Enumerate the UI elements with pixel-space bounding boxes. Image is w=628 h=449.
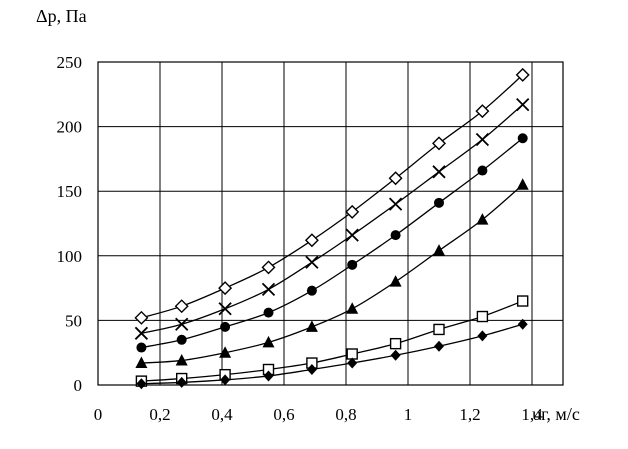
x-tick-label: 0 [94, 405, 103, 424]
data-point [390, 349, 401, 361]
data-point [477, 165, 488, 176]
data-point [516, 178, 529, 190]
data-point [305, 320, 318, 332]
x-tick-label: 0,2 [149, 405, 170, 424]
series-line [141, 74, 524, 319]
data-point [220, 321, 231, 332]
data-point [517, 295, 529, 307]
data-point [476, 213, 489, 225]
data-point [305, 255, 319, 269]
data-point [345, 228, 359, 242]
x-tick-label: 1 [404, 405, 413, 424]
y-tick-labels: 0 50 100 150 200 250 [57, 53, 83, 395]
series-open-square [135, 295, 529, 387]
data-point [220, 374, 231, 386]
x-tick-label: 0,4 [211, 405, 233, 424]
data-point [434, 340, 444, 352]
data-point [262, 335, 275, 348]
data-point [476, 310, 489, 323]
series-line [141, 184, 524, 364]
data-point [135, 356, 148, 369]
data-point [345, 204, 360, 219]
data-point [136, 378, 147, 390]
series-open-diamond [134, 67, 530, 325]
data-point [347, 357, 358, 369]
data-point [433, 244, 445, 256]
data-point [475, 104, 490, 119]
data-point [434, 197, 444, 208]
plot-frame [97, 61, 564, 386]
grid [97, 61, 564, 386]
data-point [346, 302, 359, 314]
data-point [306, 285, 317, 296]
data-point [517, 318, 528, 330]
data-point [261, 260, 276, 275]
x-tick-label: 0,8 [335, 405, 356, 424]
series-line [141, 323, 523, 385]
data-point [346, 348, 358, 360]
data-point [433, 323, 445, 336]
data-point [218, 281, 233, 296]
x-tick-labels: 0 0,2 0,4 0,6 0,8 1 1,2 1,4 [94, 405, 543, 424]
y-tick-label: 50 [65, 311, 82, 330]
data-point [218, 302, 232, 316]
data-point [263, 307, 274, 318]
data-point [134, 310, 149, 325]
data-point [388, 171, 403, 186]
data-point [175, 353, 188, 366]
series-layer [134, 67, 530, 390]
data-point [304, 233, 319, 248]
data-point [388, 197, 403, 211]
x-tick-label: 0,6 [273, 405, 294, 424]
data-point [517, 133, 528, 144]
data-point [219, 346, 232, 358]
data-point [306, 363, 317, 375]
series-line [141, 137, 524, 349]
series-cross [134, 97, 530, 340]
data-point [263, 370, 274, 382]
y-tick-label: 0 [74, 376, 83, 395]
series-filled-circle [136, 133, 528, 353]
data-point [477, 330, 488, 342]
x-tick-label: 1,4 [521, 405, 543, 424]
data-point [347, 259, 358, 270]
y-tick-label: 200 [57, 118, 83, 137]
data-point [389, 337, 402, 350]
data-point [389, 275, 402, 287]
data-point [475, 132, 490, 147]
data-point [176, 334, 187, 345]
data-point [134, 326, 149, 340]
series-filled-triangle [135, 178, 529, 369]
y-tick-label: 250 [57, 53, 83, 72]
y-tick-label: 150 [57, 182, 83, 201]
y-axis-title: Δp, Па [36, 6, 87, 26]
data-point [516, 97, 530, 112]
data-point [432, 165, 446, 179]
y-tick-label: 100 [57, 247, 83, 266]
data-point [432, 136, 446, 151]
data-point [515, 67, 530, 82]
data-point [261, 282, 276, 297]
data-point [174, 299, 189, 314]
series-line [141, 300, 523, 382]
data-point [136, 342, 147, 353]
data-point [175, 317, 189, 331]
data-point [390, 230, 401, 241]
data-point [176, 376, 187, 388]
x-tick-label: 1,2 [459, 405, 480, 424]
series-line [141, 104, 524, 334]
series-filled-diamond [136, 318, 528, 390]
x-axis-title: υг, м/с [532, 404, 580, 424]
